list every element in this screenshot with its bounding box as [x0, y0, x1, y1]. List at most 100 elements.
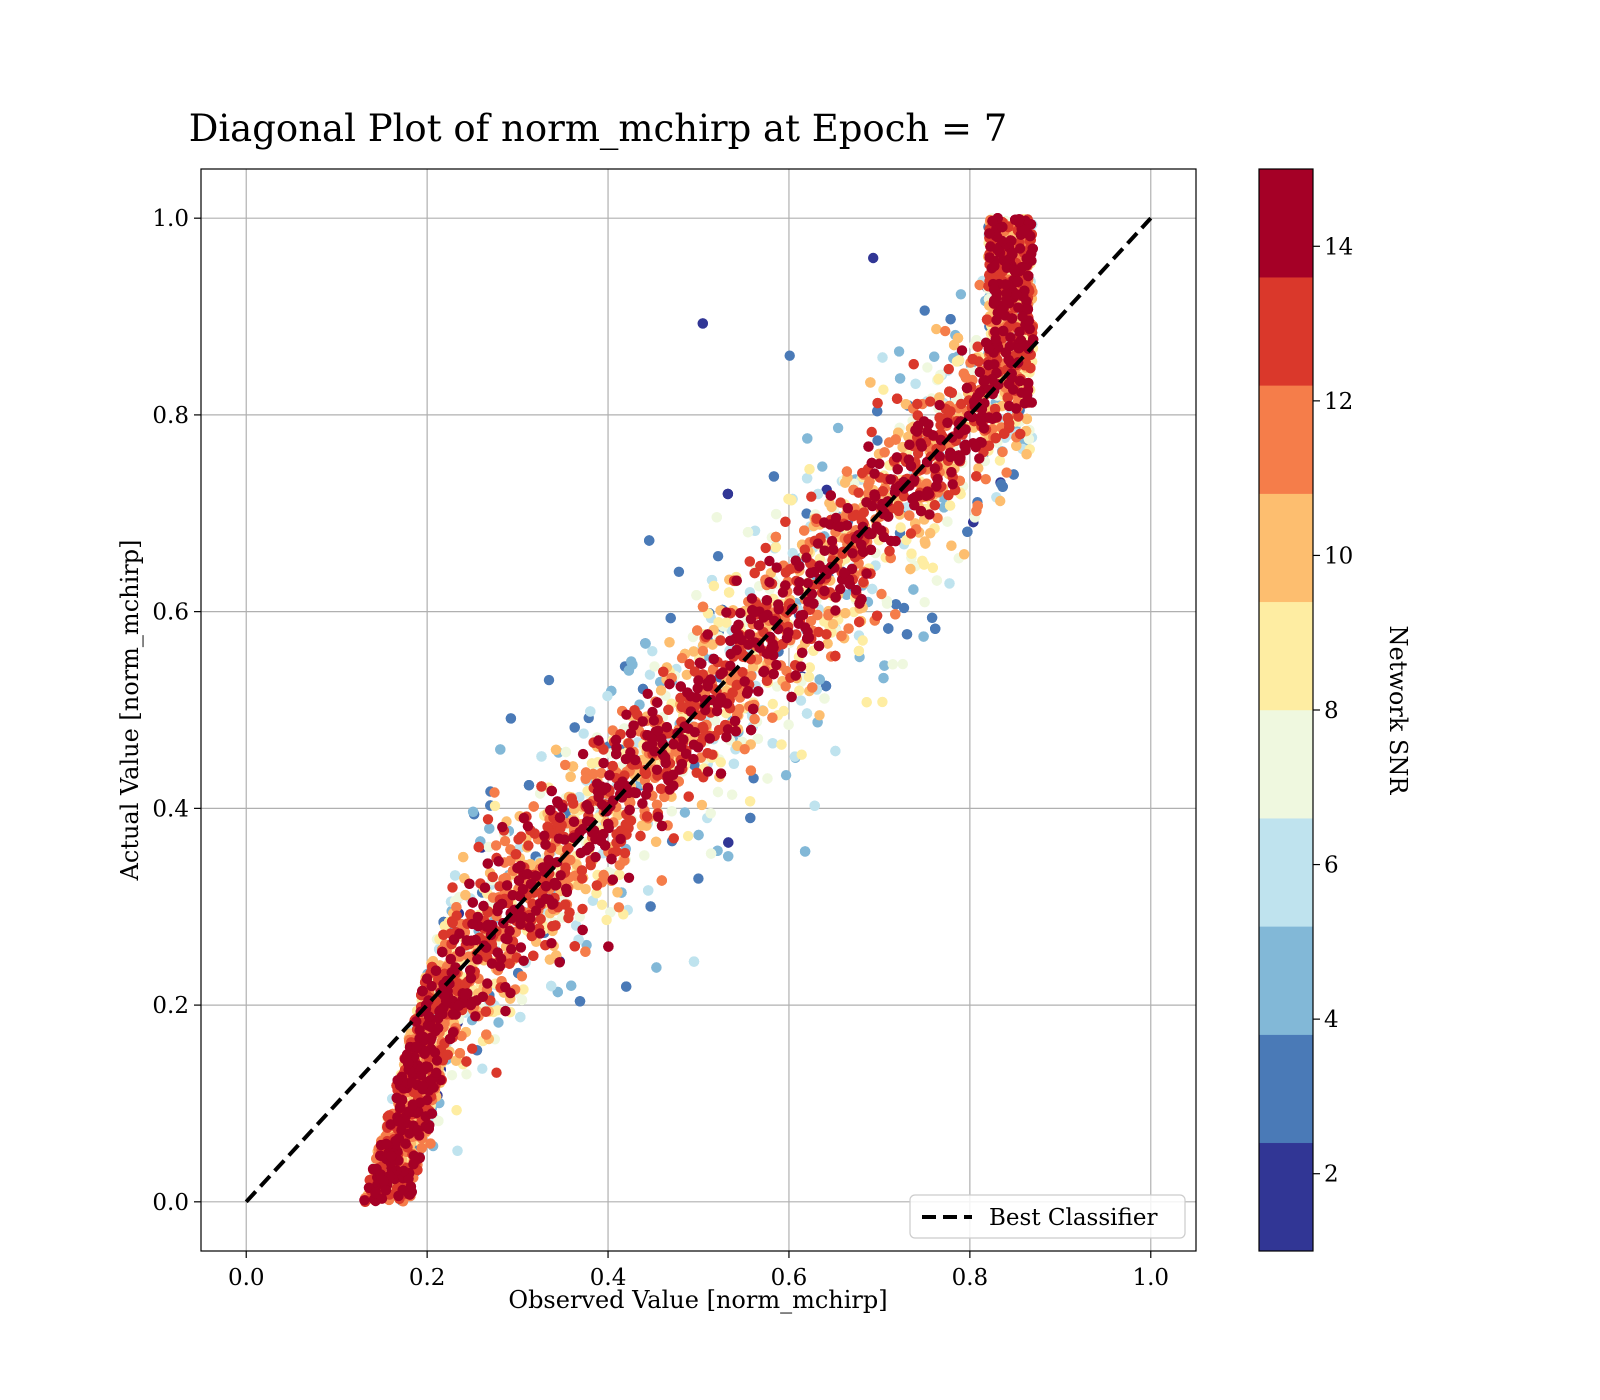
scatter-point: [905, 528, 917, 539]
scatter-point: [655, 783, 667, 794]
scatter-point: [560, 746, 572, 758]
scatter-point: [578, 728, 589, 739]
scatter-point: [744, 796, 756, 807]
scatter-point: [543, 674, 555, 686]
scatter-point: [919, 597, 930, 608]
scatter-point: [681, 669, 692, 680]
scatter-point: [566, 980, 577, 991]
scatter-point: [723, 837, 734, 848]
scatter-point: [927, 562, 938, 573]
scatter-point: [843, 623, 854, 634]
scatter-point: [1023, 433, 1035, 445]
scatter-point: [944, 500, 956, 511]
scatter-point: [640, 638, 651, 649]
scatter-point: [697, 601, 709, 612]
scatter-point: [692, 625, 703, 636]
scatter-point: [567, 761, 579, 772]
scatter-point: [596, 767, 607, 779]
scatter-point: [739, 744, 750, 755]
scatter-point: [1011, 440, 1022, 451]
scatter-point: [656, 875, 667, 886]
scatter-point: [997, 446, 1008, 458]
scatter-point: [612, 887, 623, 898]
scatter-point: [492, 1005, 503, 1016]
scatter-point: [951, 356, 963, 367]
scatter-point: [770, 542, 782, 553]
scatter-point: [749, 713, 760, 725]
scatter-point: [663, 704, 674, 715]
scatter-point: [734, 703, 745, 715]
scatter-point: [742, 527, 754, 538]
scatter-point: [839, 477, 851, 488]
scatter-point: [931, 323, 942, 335]
scatter-point: [456, 1030, 467, 1042]
scatter-point: [560, 862, 571, 873]
scatter-point: [461, 1069, 472, 1080]
scatter-point: [906, 548, 917, 559]
scatter-point: [841, 466, 853, 477]
scatter-point: [861, 697, 872, 708]
scatter-point: [776, 739, 787, 750]
scatter-point: [665, 612, 676, 624]
scatter-point: [962, 526, 973, 537]
scatter-point: [449, 870, 461, 881]
scatter-point: [516, 971, 528, 982]
scatter-point: [569, 941, 580, 952]
scatter-point: [644, 669, 656, 680]
scatter-point: [940, 325, 951, 337]
scatter-point: [897, 658, 908, 670]
scatter-point: [780, 770, 792, 781]
scatter-point: [688, 646, 699, 657]
scatter-point: [946, 540, 957, 551]
scatter-point: [830, 650, 841, 662]
scatter-point: [726, 789, 738, 800]
scatter-point: [881, 595, 893, 607]
scatter-point: [830, 745, 841, 757]
scatter-point: [858, 576, 869, 588]
scatter-point: [499, 835, 511, 847]
scatter-point: [890, 609, 901, 620]
scatter-point: [822, 638, 833, 649]
scatter-point: [489, 787, 500, 798]
scatter-point: [482, 814, 494, 825]
scatter-point: [893, 505, 904, 517]
scatter-point: [995, 495, 1006, 507]
scatter-point: [1021, 449, 1032, 460]
scatter-point: [745, 765, 757, 776]
scatter-point: [523, 840, 534, 851]
scatter-point: [591, 880, 603, 891]
scatter-point: [917, 555, 928, 566]
scatter-point: [552, 986, 563, 998]
scatter-point: [650, 836, 662, 847]
scatter-point: [867, 583, 878, 595]
scatter-point: [884, 437, 895, 448]
scatter-point: [802, 433, 813, 444]
scatter-point: [809, 800, 820, 811]
scatter-point: [989, 403, 1001, 415]
scatter-point: [664, 637, 675, 648]
scatter-point: [697, 318, 708, 329]
scatter-point: [884, 545, 895, 557]
scatter-point: [863, 480, 874, 491]
scatter-point: [619, 855, 630, 866]
scatter-point: [607, 725, 618, 736]
scatter-point: [784, 350, 795, 361]
scatter-point: [878, 384, 889, 395]
scatter-point: [493, 1017, 504, 1028]
scatter-point: [523, 780, 535, 791]
scatter-point: [931, 575, 943, 586]
scatter-point: [636, 820, 648, 831]
scatter-point: [446, 1070, 458, 1081]
scatter-point: [799, 525, 810, 536]
scatter-point: [780, 681, 791, 692]
scatter-point: [451, 1105, 462, 1116]
scatter-point: [580, 773, 591, 784]
scatter-point: [666, 806, 677, 817]
scatter-point: [651, 962, 662, 973]
scatter-point: [451, 902, 462, 913]
scatter-point: [647, 646, 658, 657]
scatter-points: [359, 213, 1039, 1208]
scatter-point: [528, 801, 539, 812]
scatter-point: [879, 447, 890, 458]
